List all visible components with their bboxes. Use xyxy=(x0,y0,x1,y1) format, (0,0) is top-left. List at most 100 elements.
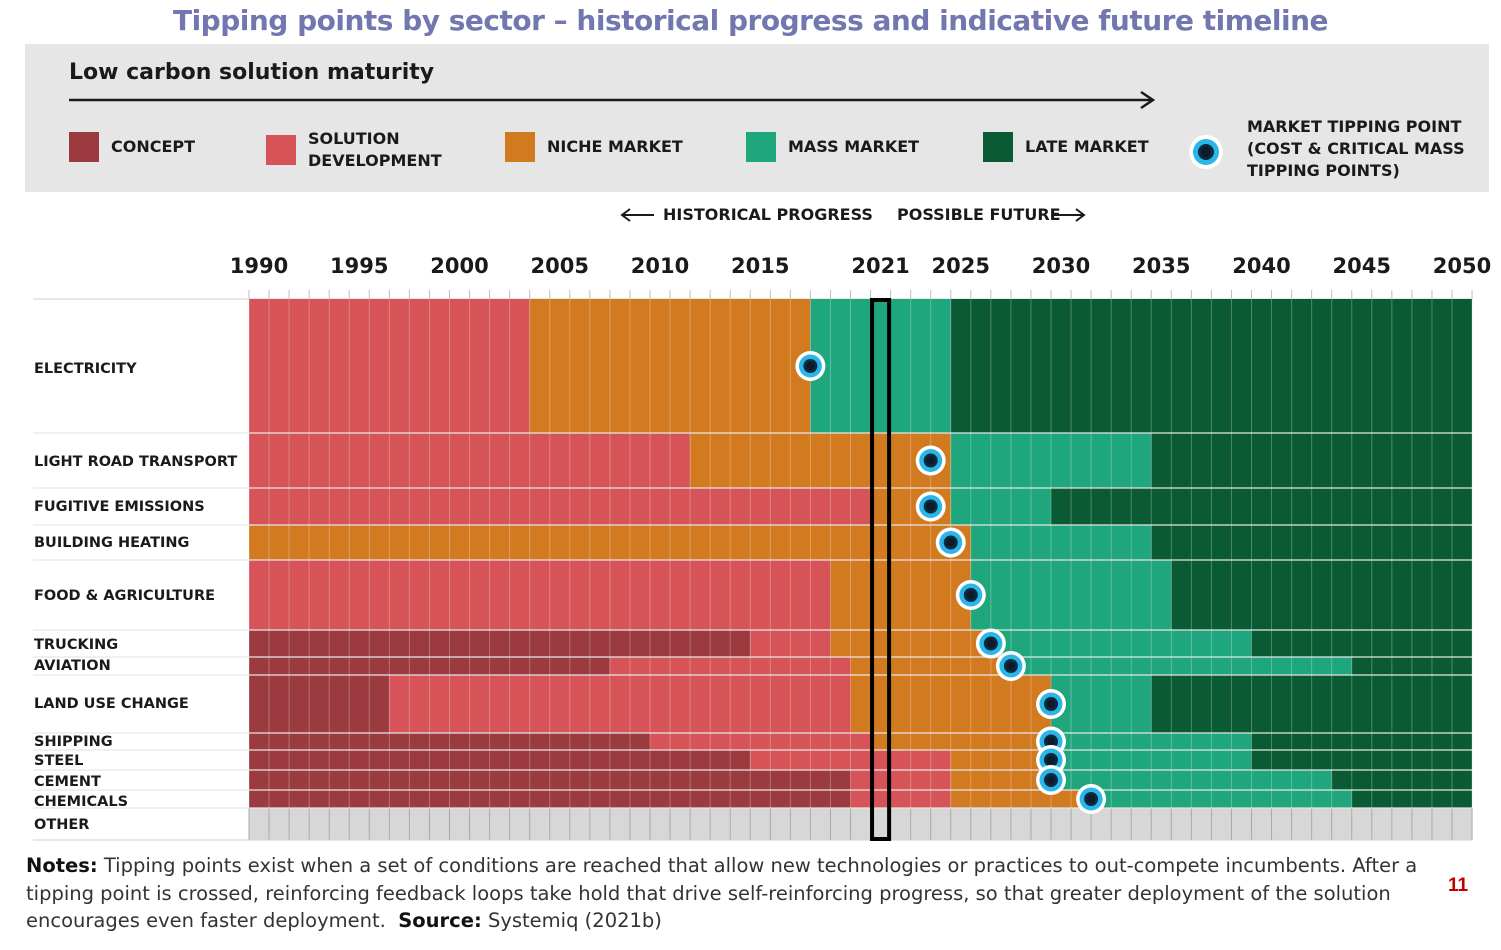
legend-swatch-late xyxy=(983,132,1013,162)
stage-bar-solution xyxy=(249,433,691,488)
stage-bar-concept xyxy=(249,770,851,790)
tipping-point-marker xyxy=(955,580,986,610)
tick-label-1995: 1995 xyxy=(330,254,388,278)
sector-label: ELECTRICITY xyxy=(34,361,137,377)
source-label: Source: xyxy=(398,909,482,932)
stage-bar-late xyxy=(1251,733,1473,750)
stage-bar-mass xyxy=(1051,770,1332,790)
tipping-point-marker xyxy=(1076,784,1107,814)
stage-bar-mass xyxy=(1091,790,1352,808)
stage-bar-other xyxy=(249,808,1473,840)
stage-bar-solution xyxy=(249,560,831,630)
stage-bar-mass xyxy=(1010,657,1352,675)
stage-bar-mass xyxy=(810,299,951,433)
possible-future-label: POSSIBLE FUTURE xyxy=(897,205,1061,224)
legend-concept: CONCEPT xyxy=(69,132,195,162)
tick-label-2000: 2000 xyxy=(430,254,488,278)
stage-bar-late xyxy=(1351,657,1473,675)
legend-swatch-solution xyxy=(266,135,296,165)
stage-bar-niche xyxy=(950,770,1051,790)
tipping-point-icon xyxy=(1189,135,1223,169)
stage-bar-mass xyxy=(950,433,1152,488)
stage-bar-mass xyxy=(970,560,1172,630)
stage-bars xyxy=(249,299,1473,840)
tipping-point-marker xyxy=(995,651,1026,681)
stage-bar-niche xyxy=(690,433,951,488)
maturity-title: Low carbon solution maturity xyxy=(69,60,435,85)
stage-bar-solution xyxy=(750,750,951,770)
stage-bar-late xyxy=(950,299,1473,433)
sector-label: AVIATION xyxy=(34,658,111,674)
stage-bar-niche xyxy=(850,675,1051,733)
sector-rows: ELECTRICITY LIGHT ROAD TRANSPORT FUGITIVE … xyxy=(33,361,1473,841)
tipping-point-dot xyxy=(946,538,955,547)
stage-bar-niche xyxy=(830,630,991,657)
legend-label-tipping-point: MARKET TIPPING POINT (COST & CRITICAL MA… xyxy=(1247,117,1465,180)
timeline-chart: 1990 1995 2000 2005 2010 2015 2021 2025 2030 2035… xyxy=(33,254,1491,841)
tick-label-2021: 2021 xyxy=(851,254,909,278)
legend-panel: Low carbon solution maturity CONCEPT SOL… xyxy=(25,44,1489,192)
notes-text: Tipping points exist when a set of condi… xyxy=(26,854,1418,932)
stage-bar-solution xyxy=(249,299,530,433)
stage-bar-mass xyxy=(1051,675,1152,733)
legend-late: LATE MARKET xyxy=(983,132,1149,162)
tipping-point-marker xyxy=(915,445,946,476)
stage-bar-mass xyxy=(1051,733,1252,750)
tipping-point-dot xyxy=(1047,700,1055,708)
tipping-point-dot xyxy=(1047,776,1055,784)
stage-bar-niche xyxy=(529,299,811,433)
source-text: Systemiq (2021b) xyxy=(481,909,662,932)
sector-label: FUGITIVE EMISSIONS xyxy=(34,499,205,515)
tipping-point-dot xyxy=(1006,662,1015,670)
year-tick-labels: 1990 1995 2000 2005 2010 2015 2021 2025 2030 2035… xyxy=(33,254,1491,300)
tipping-point-marker xyxy=(1036,765,1066,795)
sector-label: STEEL xyxy=(34,753,83,769)
legend-label-concept: CONCEPT xyxy=(111,137,196,156)
sector-label: BUILDING HEATING xyxy=(34,535,189,551)
current-year-marker xyxy=(870,298,892,841)
sector-label: OTHER xyxy=(34,817,89,833)
stage-bar-concept xyxy=(249,790,851,808)
stage-bar-late xyxy=(1331,770,1473,790)
tipping-point-dot xyxy=(1047,756,1055,764)
sector-label: TRUCKING xyxy=(34,637,118,653)
legend-swatch-concept xyxy=(69,132,99,162)
stage-bar-mass xyxy=(1051,750,1252,770)
sector-label: LAND USE CHANGE xyxy=(34,696,189,712)
sector-label: CEMENT xyxy=(34,774,101,790)
stage-bar-concept xyxy=(249,750,751,770)
tick-label-2050: 2050 xyxy=(1433,254,1491,278)
tick-label-2005: 2005 xyxy=(531,254,589,278)
tipping-point-dot xyxy=(926,456,935,465)
stage-bar-concept xyxy=(249,657,610,675)
stage-bar-late xyxy=(1151,433,1473,488)
legend-niche: NICHE MARKET xyxy=(505,132,683,162)
notes: Notes: Tipping points exist when a set o… xyxy=(26,852,1426,935)
current-year-box xyxy=(870,298,892,841)
sector-label: LIGHT ROAD TRANSPORT xyxy=(34,454,237,470)
stage-bar-solution xyxy=(850,770,951,790)
stage-bar-solution xyxy=(249,488,871,525)
stage-bar-niche xyxy=(249,525,971,560)
tick-label-2015: 2015 xyxy=(731,254,789,278)
tipping-point-dot xyxy=(986,639,995,648)
tick-label-2045: 2045 xyxy=(1333,254,1391,278)
stage-bar-late xyxy=(1151,675,1473,733)
stage-bar-late xyxy=(1351,790,1473,808)
maturity-arrow xyxy=(69,90,1156,110)
stage-bar-mass xyxy=(970,525,1152,560)
tipping-point-dot xyxy=(1087,795,1096,803)
stage-bar-concept xyxy=(249,675,390,733)
tick-label-2025: 2025 xyxy=(932,254,990,278)
tipping-point-marker xyxy=(795,351,826,381)
future-arrow-icon xyxy=(1052,208,1086,222)
historical-arrow-icon xyxy=(620,208,654,222)
tipping-point-marker xyxy=(935,527,966,558)
legend-mass: MASS MARKET xyxy=(746,132,919,162)
stage-bar-late xyxy=(1151,525,1473,560)
legend-solution: SOLUTION DEVELOPMENT xyxy=(266,128,448,172)
tipping-point-dot xyxy=(966,591,975,599)
legend-label-late: LATE MARKET xyxy=(1025,137,1149,156)
legend-label-mass: MASS MARKET xyxy=(788,137,920,156)
tipping-points xyxy=(795,351,1107,814)
